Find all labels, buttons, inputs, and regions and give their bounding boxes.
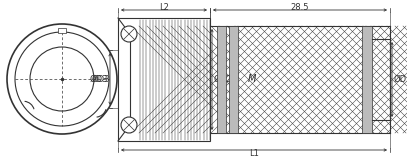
- Text: L2: L2: [159, 3, 169, 11]
- Circle shape: [121, 26, 137, 42]
- Circle shape: [121, 117, 137, 133]
- Bar: [58, 28, 66, 33]
- Text: ØD3: ØD3: [90, 75, 108, 83]
- Text: 28.5: 28.5: [291, 3, 309, 11]
- Text: M: M: [248, 74, 256, 84]
- Bar: [229, 26, 238, 133]
- Bar: [362, 26, 372, 133]
- Bar: [217, 26, 226, 133]
- Text: ØD3: ØD3: [92, 75, 110, 83]
- Text: ØD2: ØD2: [214, 75, 232, 83]
- Text: L1: L1: [249, 149, 259, 159]
- Text: ØD1: ØD1: [394, 75, 407, 83]
- Bar: [118, 18, 210, 141]
